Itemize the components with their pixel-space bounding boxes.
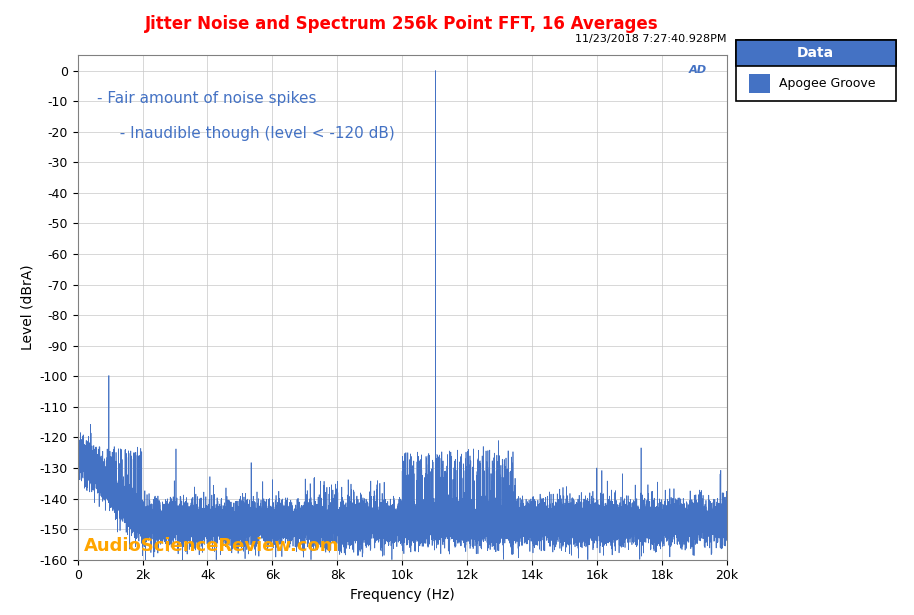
Text: Apogee Groove: Apogee Groove: [779, 77, 876, 90]
Text: ᴬᴰ: ᴬᴰ: [689, 65, 707, 84]
Y-axis label: Level (dBrA): Level (dBrA): [20, 264, 34, 351]
Text: 11/23/2018 7:27:40.928PM: 11/23/2018 7:27:40.928PM: [575, 34, 727, 44]
Text: Jitter Noise and Spectrum 256k Point FFT, 16 Averages: Jitter Noise and Spectrum 256k Point FFT…: [145, 15, 659, 33]
Text: Data: Data: [797, 46, 834, 60]
Text: - Inaudible though (level < -120 dB): - Inaudible though (level < -120 dB): [110, 126, 395, 141]
X-axis label: Frequency (Hz): Frequency (Hz): [350, 588, 454, 602]
Text: AudioScienceReview.com: AudioScienceReview.com: [84, 537, 340, 555]
Text: - Fair amount of noise spikes: - Fair amount of noise spikes: [97, 90, 316, 106]
